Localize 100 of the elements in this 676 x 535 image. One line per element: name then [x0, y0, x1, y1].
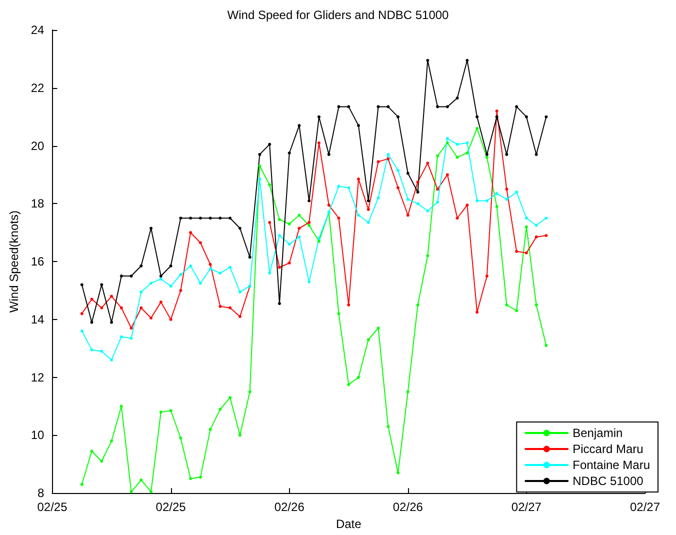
point [150, 282, 153, 285]
point [189, 264, 192, 268]
point [100, 283, 104, 286]
point [169, 318, 172, 321]
point [416, 180, 420, 184]
point [485, 274, 488, 278]
point [248, 390, 252, 394]
point [298, 226, 301, 230]
y-tick-label: 12 [30, 370, 45, 384]
point [238, 226, 242, 230]
point [198, 476, 202, 479]
point [366, 220, 370, 224]
point [446, 173, 449, 176]
point [100, 306, 104, 310]
point [268, 272, 272, 275]
point [456, 216, 459, 220]
point [218, 408, 222, 411]
point [515, 190, 518, 194]
y-tick-label: 24 [30, 23, 45, 37]
point [524, 251, 528, 254]
point [130, 336, 133, 340]
point [288, 242, 291, 246]
point [179, 273, 182, 276]
point [495, 192, 498, 196]
point [218, 304, 222, 308]
point [298, 124, 301, 128]
point [524, 216, 528, 220]
point [130, 326, 133, 330]
point [198, 241, 202, 244]
point [495, 110, 498, 113]
point [169, 284, 172, 288]
y-tick-label: 18 [30, 196, 45, 211]
point [130, 274, 133, 278]
point [308, 280, 311, 284]
point [288, 152, 291, 155]
point [140, 264, 143, 268]
point [198, 216, 202, 220]
point [218, 272, 222, 275]
x-tick-label: 02/27 [630, 500, 660, 514]
point [208, 262, 212, 266]
point [317, 141, 320, 144]
point [218, 216, 222, 220]
y-axis-title: Wind Speed(knots) [7, 210, 21, 313]
point [317, 115, 320, 118]
point [179, 216, 182, 220]
point [150, 226, 153, 230]
point [268, 183, 272, 186]
point [268, 142, 272, 146]
point [505, 303, 508, 306]
point [436, 200, 440, 204]
point [534, 152, 538, 156]
point [337, 312, 340, 316]
point [376, 326, 380, 330]
point [317, 236, 320, 240]
point [278, 218, 281, 222]
point [317, 240, 320, 243]
point [308, 220, 311, 224]
point [150, 490, 153, 494]
point [406, 172, 410, 175]
point [485, 152, 488, 156]
point [495, 205, 498, 208]
point [288, 222, 291, 226]
point [406, 198, 410, 201]
point [130, 490, 133, 494]
point [228, 216, 232, 220]
point [90, 450, 94, 453]
point [110, 294, 114, 298]
point [357, 214, 360, 217]
point [298, 214, 301, 217]
point [396, 471, 400, 474]
point [476, 199, 479, 202]
point [308, 199, 311, 202]
y-tick-label: 10 [30, 428, 45, 442]
point [476, 310, 479, 314]
legend-label: Fontaine Maru [572, 458, 650, 472]
point [120, 306, 123, 310]
point [347, 105, 350, 108]
point [446, 137, 449, 140]
point [476, 126, 479, 130]
legend-label: Piccard Maru [572, 442, 644, 456]
point [485, 156, 488, 159]
point [466, 58, 469, 62]
point [495, 115, 498, 118]
point [110, 320, 114, 324]
point [456, 142, 459, 146]
point [416, 190, 420, 194]
point [228, 306, 232, 310]
point [534, 224, 538, 227]
point [376, 196, 380, 200]
y-tick-label: 20 [30, 138, 45, 153]
point [80, 330, 84, 333]
point [386, 425, 390, 428]
line-series [80, 126, 548, 494]
point [366, 208, 370, 211]
point [436, 154, 440, 158]
point [337, 216, 340, 220]
x-axis-title: Date [336, 517, 362, 531]
point [278, 302, 281, 306]
point [308, 224, 311, 227]
y-tick-label: 14 [30, 312, 45, 326]
